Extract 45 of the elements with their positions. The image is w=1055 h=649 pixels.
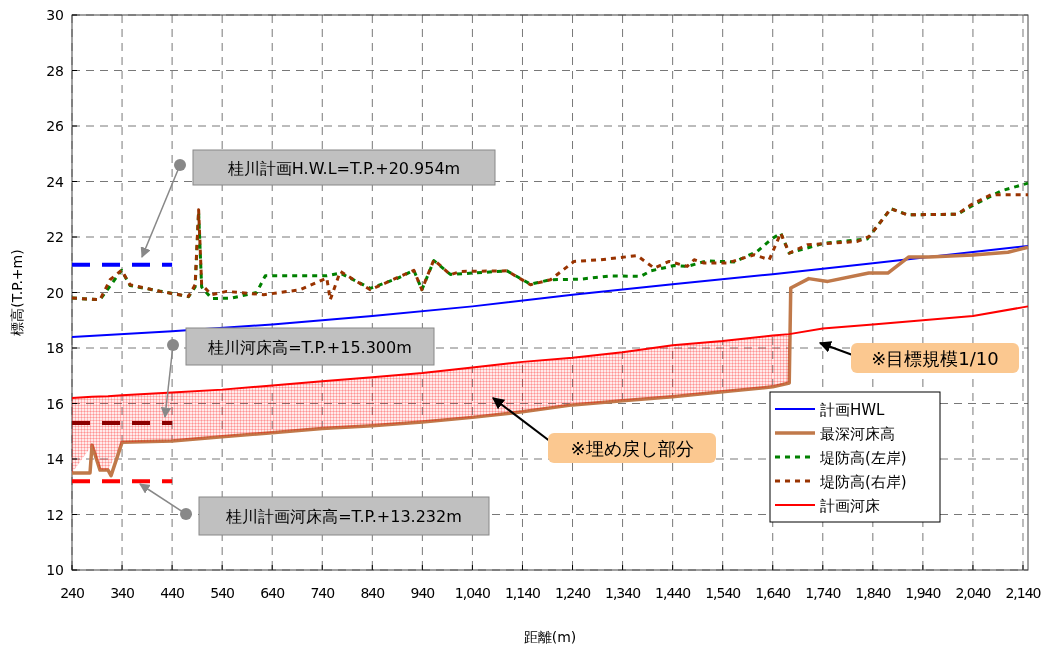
x-tick-label: 1,140	[504, 585, 541, 601]
annotation: 桂川計画H.W.L=T.P.+20.954m	[226, 158, 461, 178]
legend-label: 堤防高(左岸)	[819, 449, 907, 467]
x-tick-label: 1,240	[554, 585, 591, 601]
annotation: 桂川河床高=T.P.+15.300m	[207, 337, 412, 357]
legend-label: 堤防高(右岸)	[819, 473, 907, 491]
x-tick-label: 840	[360, 585, 385, 601]
y-tick-label: 14	[46, 451, 65, 467]
x-tick-label: 2,140	[1005, 585, 1041, 601]
line-series	[71, 244, 1029, 338]
y-tick-label: 12	[46, 506, 64, 523]
x-tick-label: 1,840	[855, 585, 891, 601]
x-tick-label: 740	[310, 585, 335, 601]
x-tick-label: 640	[260, 585, 285, 601]
x-axis-title: 距離(m)	[523, 629, 577, 645]
x-tick-label: 1,640	[755, 585, 791, 601]
annotation: ※目標規模1/10	[871, 348, 999, 369]
y-axis-title: 標高(T.P.+m)	[9, 249, 25, 336]
y-tick-label: 18	[46, 340, 64, 356]
annotation: ※埋め戻し部分	[570, 438, 694, 459]
y-tick-label: 24	[46, 173, 65, 190]
x-tick-label: 440	[160, 585, 185, 601]
y-tick-label: 22	[46, 229, 64, 245]
x-tick-label: 1,540	[705, 585, 741, 601]
x-tick-label: 540	[210, 585, 235, 601]
x-tick-label: 1,740	[805, 585, 841, 601]
x-tick-label: 240	[60, 585, 84, 601]
x-tick-label: 940	[410, 585, 435, 601]
x-tick-label: 2,040	[955, 585, 991, 601]
x-tick-label: 340	[110, 585, 134, 601]
x-tick-label: 1,940	[905, 585, 941, 601]
y-tick-label: 20	[46, 284, 64, 301]
x-tick-label: 1,340	[605, 585, 641, 601]
legend-label: 計画HWL	[820, 401, 886, 419]
y-tick-label: 26	[46, 118, 65, 134]
x-tick-label: 1,440	[655, 585, 691, 601]
line-series	[71, 305, 1029, 399]
x-tick-label: 1,040	[454, 585, 491, 601]
y-tick-label: 16	[46, 395, 65, 412]
legend-label: 計画河床	[820, 497, 880, 515]
y-tick-label: 28	[46, 62, 64, 79]
legend-label: 最深河床高	[820, 425, 895, 443]
y-tick-label: 10	[46, 562, 64, 578]
annotation: 桂川計画河床高=T.P.+13.232m	[225, 507, 462, 526]
y-tick-label: 30	[46, 7, 64, 23]
